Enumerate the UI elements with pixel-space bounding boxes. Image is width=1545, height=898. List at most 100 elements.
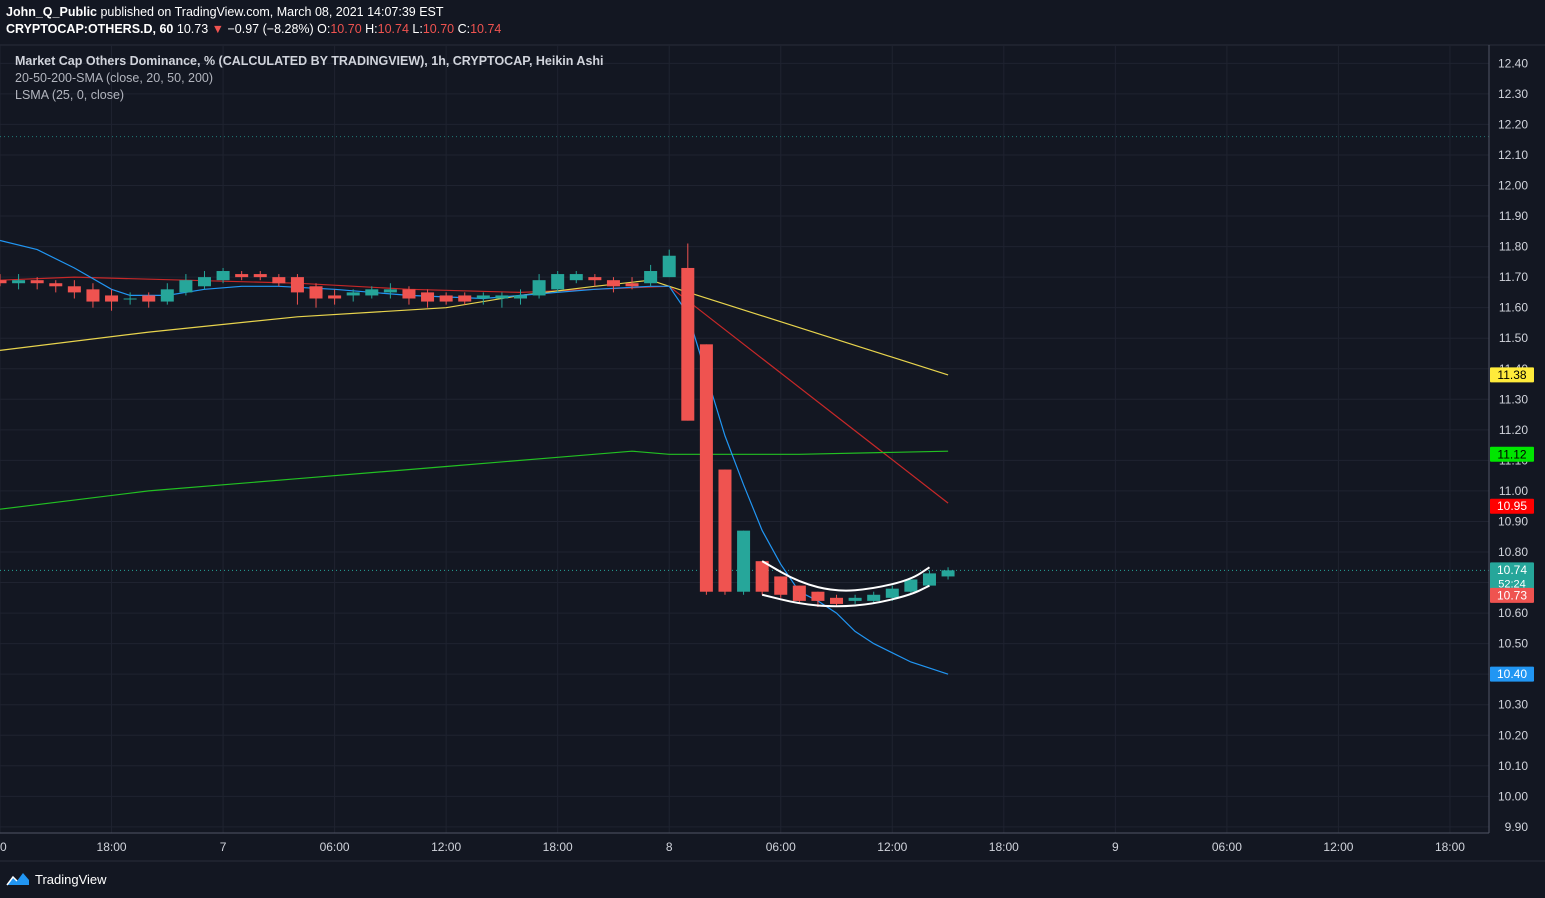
price-tick-label: 11.00 [1499, 484, 1528, 498]
candle-body [644, 271, 658, 284]
candle-body [495, 295, 509, 299]
published-text: published on TradingView.com, March 08, … [100, 5, 444, 19]
candle-body [458, 295, 472, 302]
legend-lsma-indicator[interactable]: LSMA (25, 0, close) [15, 88, 125, 102]
high-value: 10.74 [377, 22, 409, 36]
price-change: −0.97 (−8.28%) [227, 22, 314, 36]
price-tick-label: 12.40 [1498, 56, 1528, 70]
candle-body [737, 530, 751, 592]
candle-body [0, 280, 7, 284]
legend-main-series[interactable]: Market Cap Others Dominance, % (CALCULAT… [15, 54, 604, 68]
close-value: 10.74 [470, 22, 502, 36]
candle-body [904, 579, 918, 592]
close-label: C: [457, 22, 471, 36]
publisher-name[interactable]: John_Q_Public [6, 5, 97, 19]
last-price: 10.73 [176, 22, 209, 36]
candle-body [197, 277, 211, 287]
candle-body [383, 289, 397, 293]
price-tick-label: 9.90 [1505, 820, 1529, 834]
price-tick-label: 10.90 [1498, 514, 1528, 528]
price-tick-label: 12.20 [1498, 117, 1528, 131]
candle-body [699, 344, 713, 592]
time-tick-label: 9 [1112, 840, 1119, 854]
price-tick-label: 10.60 [1498, 606, 1528, 620]
candle-body [309, 286, 323, 299]
time-tick-label: 18:00 [543, 840, 573, 854]
pattern-arc [761, 584, 930, 608]
candle-body [421, 292, 435, 302]
candle-body [476, 295, 490, 299]
time-tick-label: 18:00 [97, 840, 127, 854]
time-tick-label: 00 [0, 840, 7, 854]
sma20-line [0, 276, 949, 504]
candle-body [922, 573, 936, 586]
tradingview-logo-icon [6, 873, 29, 886]
candle-body [532, 280, 546, 296]
candle-body [216, 271, 230, 281]
pattern-arc [761, 560, 931, 592]
candle-body [160, 289, 174, 302]
candle-body [867, 594, 881, 601]
countdown-text: 52:24 [1498, 578, 1526, 590]
brand-name[interactable]: TradingView [35, 871, 107, 887]
lsma-line [0, 239, 949, 675]
time-tick-label: 18:00 [1435, 840, 1465, 854]
candle-body [402, 289, 416, 299]
candle-body [625, 283, 639, 287]
rounding-bottom-drawing [761, 560, 931, 608]
price-tick-label: 11.30 [1499, 392, 1528, 406]
price-label-bg [1490, 498, 1534, 514]
legend-sma-indicator[interactable]: 20-50-200-SMA (close, 20, 50, 200) [15, 71, 214, 85]
candle-body [123, 298, 137, 300]
candle-body [439, 295, 453, 302]
indicator-lines [0, 239, 949, 675]
candle-body [830, 597, 844, 604]
time-tick-label: 8 [666, 840, 673, 854]
time-tick-label: 12:00 [877, 840, 907, 854]
time-axis[interactable]: 00 18:00 7 06:00 12:00 18:00 8 06:00 12:00 18:00 9… [0, 840, 1465, 854]
price-tick-label: 11.50 [1499, 331, 1528, 345]
price-tick-label: 10.10 [1498, 759, 1528, 773]
candle-body [513, 295, 528, 299]
chart-legend: Market Cap Others Dominance, % (CALCULAT… [15, 53, 604, 104]
candle-body [105, 295, 119, 302]
candle-body [662, 255, 676, 278]
candle-body [588, 277, 602, 281]
open-value: 10.70 [330, 22, 362, 36]
candle-body [235, 274, 249, 278]
price-label-text: 10.74 [1497, 563, 1527, 577]
candle-body [811, 591, 825, 601]
price-label-text: 11.12 [1497, 447, 1526, 461]
time-tick-label: 12:00 [1323, 840, 1353, 854]
price-axis[interactable]: 12.40 12.30 12.20 12.10 12.00 11.90 11.80 11.70… [1498, 56, 1528, 834]
price-label-bg [1490, 666, 1534, 682]
price-tick-label: 11.70 [1499, 270, 1528, 284]
grid [0, 45, 1489, 833]
low-value: 10.70 [422, 22, 455, 36]
candle-body [142, 295, 156, 302]
candle-body [941, 570, 955, 577]
candle-body [272, 277, 286, 284]
price-label-text: 10.95 [1497, 499, 1527, 513]
high-label: H: [365, 22, 378, 36]
price-tick-label: 12.30 [1498, 87, 1528, 101]
price-tick-label: 12.10 [1498, 148, 1528, 162]
time-tick-label: 18:00 [989, 840, 1019, 854]
candle-body [681, 267, 695, 421]
time-tick-label: 06:00 [1212, 840, 1242, 854]
candles [0, 243, 955, 607]
candle-body [86, 289, 100, 302]
price-label-bg [1490, 587, 1534, 603]
price-tick-label: 10.00 [1498, 789, 1528, 803]
price-tick-label: 10.30 [1498, 698, 1528, 712]
price-label-text: 10.40 [1497, 667, 1527, 681]
price-label-bg [1490, 367, 1534, 383]
footer-branding: TradingView [6, 871, 107, 887]
price-tick-label: 10.80 [1498, 545, 1528, 559]
publish-info: John_Q_Public published on TradingView.c… [6, 5, 444, 19]
chart-area[interactable]: 12.40 12.30 12.20 12.10 12.00 11.90 11.80 11.70… [0, 0, 1545, 865]
symbol-name: CRYPTOCAP:OTHERS.D, 60 [6, 22, 174, 36]
candle-body [774, 576, 788, 595]
symbol-info: CRYPTOCAP:OTHERS.D, 60 10.73 ▼ −0.97 (−8… [6, 22, 501, 36]
